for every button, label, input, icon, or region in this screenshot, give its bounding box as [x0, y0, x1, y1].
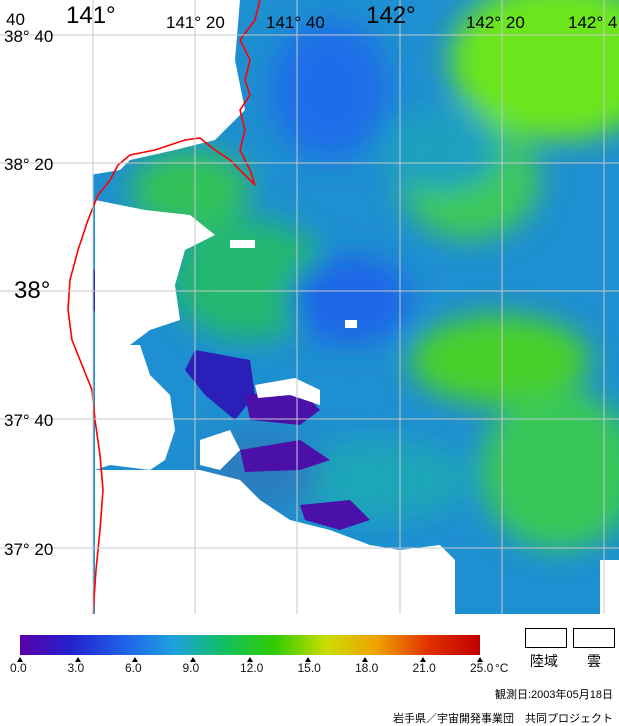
cloud-legend-label: 雲 — [587, 653, 601, 669]
lat-label-38-20: 38° 20 — [4, 155, 54, 174]
colorbar-tick-label: 12.0 — [240, 661, 264, 675]
land-legend-label: 陸域 — [530, 653, 558, 669]
lon-label-141-20: 141° 20 — [166, 13, 225, 32]
temperature-colorbar — [20, 635, 480, 655]
unit-label: °C — [495, 661, 509, 675]
colorbar-tick-label: 6.0 — [125, 661, 142, 675]
lat-label-38-40: 38° 40 — [4, 27, 54, 46]
colorbar-tick — [17, 657, 23, 662]
lat-label-38: 38° — [14, 277, 51, 304]
colorbar-tick-label: 3.0 — [67, 661, 85, 675]
lat-label-37-20: 37° 20 — [4, 540, 54, 559]
lon-label-142-40: 142° 4 — [568, 13, 618, 32]
lon-label-142: 142° — [366, 2, 416, 29]
land-legend-swatch — [525, 628, 567, 648]
colorbar-tick — [362, 657, 368, 662]
lon-label-142-20: 142° 20 — [466, 13, 525, 32]
lat-label-37-40: 37° 40 — [4, 411, 54, 430]
colorbar-tick — [247, 657, 253, 662]
colorbar-tick — [419, 657, 426, 662]
credit-text: 岩手県／宇宙開発事業団 共同プロジェクト — [393, 713, 613, 725]
graticule — [0, 0, 619, 614]
colorbar-tick — [74, 657, 81, 662]
lon-label-141-40: 141° 40 — [266, 13, 325, 32]
sea-surface-temperature-map — [0, 0, 619, 614]
colorbar-tick — [304, 657, 311, 662]
lon-label-140-40: 40 — [6, 10, 25, 29]
colorbar-tick-label: 9.0 — [182, 661, 200, 675]
colorbar-tick — [189, 657, 196, 662]
colorbar-tick-label: 15.0 — [297, 661, 321, 675]
colorbar-tick-label: 25.0 — [470, 661, 494, 675]
cloud-legend-swatch — [573, 628, 615, 648]
colorbar-tick — [477, 657, 483, 662]
colorbar-tick-label: 0.0 — [10, 661, 27, 675]
lon-label-141: 141° — [66, 2, 116, 29]
colorbar-tick-label: 21.0 — [412, 661, 436, 675]
temperature-field — [130, 0, 619, 550]
cloud-mask — [0, 0, 619, 614]
colorbar-tick — [132, 657, 138, 662]
colorbar-tick-label: 18.0 — [355, 661, 379, 675]
observation-date: 観測日:2003年05月18日 — [495, 689, 613, 701]
